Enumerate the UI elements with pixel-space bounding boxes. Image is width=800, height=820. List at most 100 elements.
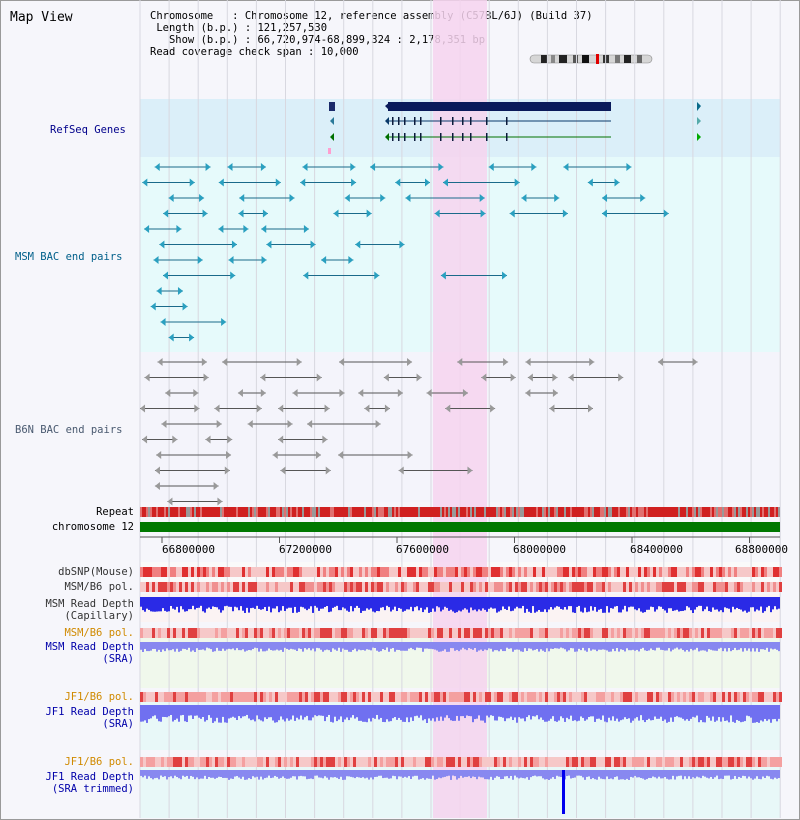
dbsnp-mark (614, 567, 617, 577)
dbsnp-mark (584, 567, 587, 577)
jf1-sra-depth-bar (368, 705, 370, 719)
jf1-trim-depth-bar (364, 770, 366, 779)
dbsnp-mark (518, 567, 521, 577)
msm-sra-depth-bar (252, 642, 254, 650)
cap-depth-bar (542, 597, 544, 612)
jf1-pol-mark (488, 692, 491, 702)
jf1-pol2-mark (632, 757, 635, 767)
jf1-trim-depth-bar (252, 770, 254, 777)
jf1-sra-depth-bar (604, 705, 606, 722)
repeat-mark (312, 507, 314, 517)
msm-sra-depth-bar (260, 642, 262, 649)
cap-depth-bar (170, 597, 172, 606)
b6n-bac-end (398, 466, 404, 475)
repeat-mark (546, 507, 548, 517)
msm-pol-mark (743, 582, 746, 592)
jf1-sra-depth-bar (364, 705, 366, 722)
jf1-trim-depth-bar (708, 770, 710, 779)
jf1-sra-depth-bar (590, 705, 592, 717)
cap-depth-bar (360, 597, 362, 613)
jf1-sra-depth-bar (522, 705, 524, 719)
jf1-trim-depth-bar (274, 770, 276, 776)
jf1-trim-depth-bar (376, 770, 378, 777)
cap-depth-bar (292, 597, 294, 613)
jf1-trim-depth-bar (520, 770, 522, 778)
msm-pol2-mark (737, 628, 740, 638)
jf1-sra-depth-bar (674, 705, 676, 717)
b6n-bac-end (161, 420, 167, 428)
jf1-pol2-mark (194, 757, 197, 767)
cap-depth-bar (652, 597, 654, 608)
dbsnp-mark (491, 567, 494, 577)
jf1-trim-depth-bar (330, 770, 332, 778)
repeat-mark (714, 507, 716, 517)
jf1-trim-depth-bar (336, 770, 338, 778)
jf1-sra-depth-bar (478, 705, 480, 716)
msm-sra-depth-bar (712, 642, 714, 651)
jf1-sra-depth-bar (432, 705, 434, 719)
msm-sra-depth-bar (472, 642, 474, 650)
jf1-pol-mark (524, 692, 527, 702)
chromosome-ideogram[interactable] (529, 53, 653, 65)
jf1-pol2-mark (170, 757, 173, 767)
jf1-sra-depth-bar (558, 705, 560, 721)
jf1-pol-mark (575, 692, 578, 702)
msm-sra-depth-bar (194, 642, 196, 652)
dbsnp-mark (677, 567, 680, 577)
msm-bac-end (531, 163, 537, 171)
jf1-pol2-mark (584, 757, 587, 767)
msm-sra-depth-bar (704, 642, 706, 651)
msm-pol-mark (635, 582, 638, 592)
jf1-pol-mark (548, 692, 551, 702)
jf1-pol-mark (272, 692, 275, 702)
jf1-pol-mark (377, 692, 380, 702)
cap-depth-bar (608, 597, 610, 613)
jf1-pol2-mark (374, 757, 377, 767)
jf1-trim-depth-bar (248, 770, 250, 779)
msm-sra-depth-bar (642, 642, 644, 648)
msm-pol2-mark (365, 628, 368, 638)
jf1-trim-depth-bar (480, 770, 482, 778)
jf1-trim-depth-bar (186, 770, 188, 776)
cap-depth-bar (208, 597, 210, 608)
cap-depth-bar (506, 597, 508, 610)
cap-depth-bar (386, 597, 388, 606)
jf1-pol2-mark (455, 757, 458, 767)
msm-sra-depth-bar (200, 642, 202, 650)
cap-depth-bar (554, 597, 556, 608)
dbsnp-mark (722, 567, 725, 577)
jf1-sra-depth-bar (672, 705, 674, 722)
msm-pol-mark (548, 582, 551, 592)
repeat-mark (316, 507, 318, 517)
msm-bac-end (380, 194, 386, 202)
repeat-mark (656, 507, 658, 517)
msm-sra-depth-bar (666, 642, 668, 651)
jf1-sra-depth-bar (278, 705, 280, 721)
cap-depth-bar (692, 597, 694, 613)
cap-depth-bar (610, 597, 612, 609)
jf1-trim-depth-bar (544, 770, 546, 780)
jf1-sra-depth-bar (274, 705, 276, 723)
jf1-sra-depth-bar (388, 705, 390, 722)
jf1-trim-depth-bar (476, 770, 478, 780)
jf1-sra-depth-bar (158, 705, 160, 722)
jf1-pol2-mark (665, 757, 668, 767)
repeat-mark (500, 507, 502, 517)
cap-depth-bar (620, 597, 622, 613)
jf1-pol2-mark (743, 757, 746, 767)
jf1-sra-depth-bar (142, 705, 144, 722)
jf1-sra-depth-bar (336, 705, 338, 722)
jf1-trim-depth-bar (474, 770, 476, 777)
b6n-bac-end (397, 389, 403, 397)
jf1-sra-depth-bar (760, 705, 762, 721)
jf1-pol2-mark (254, 757, 257, 767)
cap-depth-bar (438, 597, 440, 608)
cap-depth-bar (282, 597, 284, 607)
jf1-pol2-mark (596, 757, 599, 767)
repeat-mark (752, 507, 754, 517)
jf1-trim-depth-bar (478, 770, 480, 777)
msm-sra-depth-bar (210, 642, 212, 650)
msm-sra-depth-bar (400, 642, 402, 651)
jf1-trim-depth-bar (396, 770, 398, 780)
